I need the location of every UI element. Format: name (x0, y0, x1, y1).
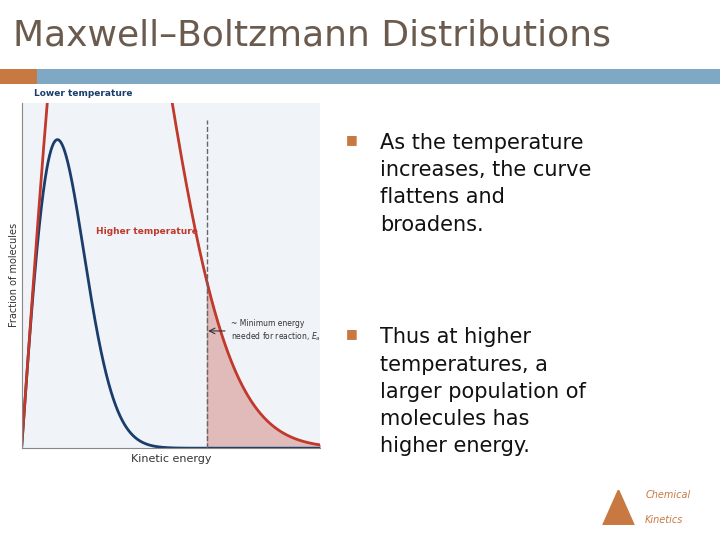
Text: ~ Minimum energy
needed for reaction, $E_a$: ~ Minimum energy needed for reaction, $E… (230, 319, 320, 342)
Text: Higher temperature: Higher temperature (96, 227, 198, 236)
Text: Lower temperature: Lower temperature (34, 89, 132, 98)
Text: Maxwell–Boltzmann Distributions: Maxwell–Boltzmann Distributions (13, 19, 611, 53)
Y-axis label: Fraction of molecules: Fraction of molecules (9, 224, 19, 327)
Text: Kinetics: Kinetics (645, 515, 683, 525)
Polygon shape (603, 490, 634, 525)
X-axis label: Kinetic energy: Kinetic energy (131, 454, 211, 464)
Text: Thus at higher
temperatures, a
larger population of
molecules has
higher energy.: Thus at higher temperatures, a larger po… (380, 327, 586, 456)
Text: As the temperature
increases, the curve
flattens and
broadens.: As the temperature increases, the curve … (380, 133, 591, 235)
Text: ■: ■ (346, 133, 358, 146)
Text: Chemical: Chemical (645, 489, 690, 500)
Text: ■: ■ (346, 327, 358, 340)
